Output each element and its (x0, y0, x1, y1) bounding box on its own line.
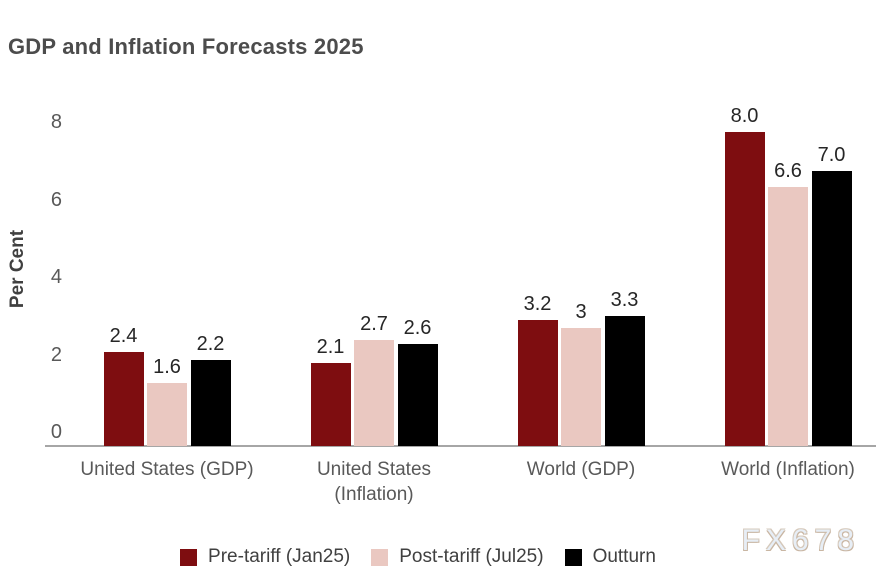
value-label: 2.6 (403, 316, 432, 339)
value-label: 2.1 (316, 336, 345, 359)
category-label-line: (Inflation) (334, 484, 414, 505)
bar-outturn-0 (190, 359, 231, 446)
value-label: 2.7 (360, 312, 388, 335)
legend-item: Outturn (564, 546, 656, 568)
legend-swatch-icon (564, 548, 582, 566)
x-axis-line (45, 445, 876, 447)
bar-post-tariff-jul25-3 (768, 186, 808, 446)
category-label-2: World (GDP) (471, 457, 691, 482)
value-label: 1.6 (153, 356, 181, 379)
category-label-line: World (GDP) (526, 459, 636, 480)
value-label: 7.0 (817, 143, 846, 166)
bar-outturn-1 (397, 343, 438, 446)
legend-item: Pre-tariff (Jan25) (180, 546, 350, 568)
category-label-line: World (Inflation) (721, 459, 855, 480)
value-label: 3.2 (523, 293, 552, 316)
legend: Pre-tariff (Jan25) Post-tariff (Jul25) Out… (0, 546, 836, 568)
category-label-3: World (Inflation) (678, 457, 876, 482)
value-label: 2.2 (196, 332, 225, 355)
watermark: FX678 (741, 524, 860, 557)
value-label: 8.0 (730, 104, 759, 127)
bar-pre-tariff-jan25-1 (310, 363, 351, 446)
legend-label: Pre-tariff (Jan25) (208, 546, 351, 567)
bar-outturn-3 (811, 170, 852, 446)
legend-item: Post-tariff (Jul25) (371, 546, 544, 568)
y-tick-label-8: 8 (50, 111, 62, 133)
category-label-line: United States (316, 459, 432, 480)
bar-pre-tariff-jan25-0 (103, 351, 144, 446)
y-tick-label-4: 4 (50, 266, 62, 288)
legend-swatch-icon (371, 548, 389, 566)
value-label: 6.6 (774, 159, 802, 182)
bar-post-tariff-jul25-0 (147, 383, 187, 446)
y-tick-label-0: 0 (50, 421, 62, 443)
category-label-line: United States (GDP) (80, 459, 254, 480)
bar-post-tariff-jul25-2 (561, 328, 601, 446)
bar-post-tariff-jul25-1 (354, 339, 394, 446)
value-label: 2.4 (109, 324, 138, 347)
bar-pre-tariff-jan25-3 (724, 131, 765, 446)
legend-label: Post-tariff (Jul25) (399, 546, 544, 567)
category-label-0: United States (GDP) (57, 457, 277, 482)
y-tick-label-2: 2 (50, 343, 62, 366)
y-tick-label-6: 6 (50, 188, 62, 211)
value-label: 3.3 (610, 289, 639, 312)
legend-label: Outturn (592, 546, 656, 567)
bar-outturn-2 (604, 316, 645, 446)
legend-swatch-icon (180, 548, 198, 566)
value-label: 3 (575, 301, 587, 324)
chart-title: GDP and Inflation Forecasts 2025 (8, 34, 364, 59)
bar-pre-tariff-jan25-2 (517, 320, 558, 446)
category-label-1: United States (Inflation) (264, 457, 484, 507)
